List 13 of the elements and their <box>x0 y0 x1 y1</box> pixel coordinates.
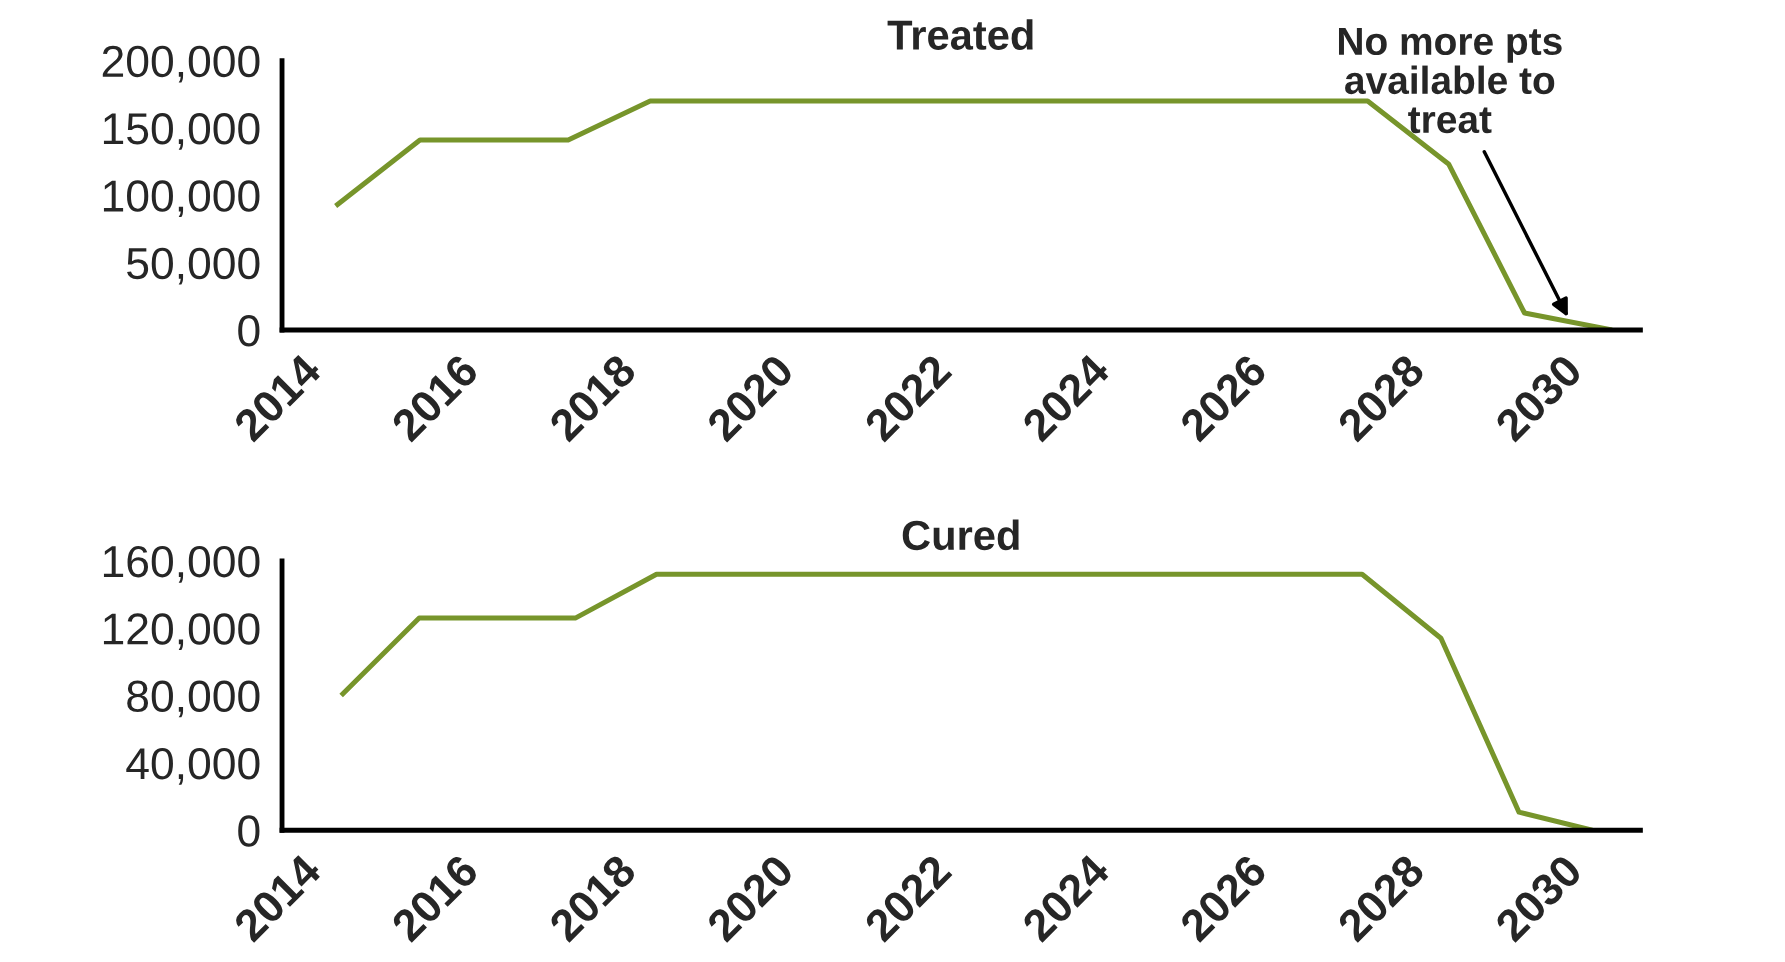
y-tick-label: 160,000 <box>103 545 260 583</box>
y-tick-label: 80,000 <box>127 680 260 718</box>
y-tick-label: 50,000 <box>127 247 260 285</box>
chart-title: Cured <box>902 519 1019 551</box>
y-tick-label: 0 <box>238 815 260 847</box>
y-tick-label: 100,000 <box>103 180 260 218</box>
y-tick-label: 0 <box>238 315 260 347</box>
y-tick-label: 120,000 <box>103 613 260 650</box>
y-tick-label: 200,000 <box>102 45 260 83</box>
y-tick-label: 150,000 <box>103 113 260 150</box>
annotation: No more pts available to treat <box>1338 27 1562 134</box>
y-tick-label: 40,000 <box>126 747 260 785</box>
chart-title: Treated <box>887 19 1033 50</box>
